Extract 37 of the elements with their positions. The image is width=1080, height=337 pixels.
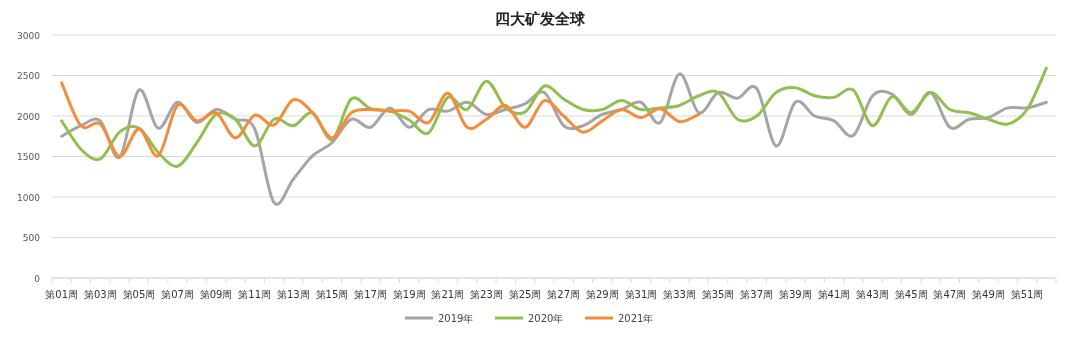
x-tick-label: 第23周 (470, 289, 503, 300)
y-tick-label: 2500 (17, 71, 41, 81)
x-tick-label: 第45周 (894, 289, 928, 300)
legend-label: 2021年 (618, 312, 654, 324)
y-tick-label: 2000 (17, 111, 41, 122)
x-tick-label: 第05周 (122, 289, 156, 300)
x-tick-label: 第39周 (778, 289, 812, 300)
x-tick-label: 第27周 (547, 289, 581, 300)
x-tick-label: 第07周 (161, 289, 194, 300)
x-tick-label: 第01周 (45, 289, 79, 300)
y-tick-label: 1500 (17, 152, 41, 162)
x-tick-label: 第33周 (663, 289, 696, 300)
x-tick-label: 第19周 (392, 289, 426, 300)
x-tick-label: 第03周 (83, 289, 117, 300)
legend-label: 2020年 (528, 312, 564, 324)
x-tick-label: 第47周 (933, 289, 967, 300)
x-tick-label: 第35周 (701, 289, 735, 300)
x-tick-label: 第09周 (199, 289, 233, 300)
x-tick-label: 第43周 (856, 289, 889, 300)
y-tick-label: 0 (34, 273, 41, 284)
x-tick-label: 第11周 (238, 289, 272, 300)
x-tick-label: 第41周 (817, 289, 851, 300)
y-tick-label: 3000 (17, 30, 41, 41)
x-tick-label: 第15周 (315, 289, 349, 300)
x-tick-label: 第51周 (1010, 289, 1044, 300)
y-tick-label: 500 (22, 233, 41, 243)
legend-label: 2019年 (438, 312, 474, 324)
x-tick-label: 第29周 (585, 289, 619, 300)
x-tick-label: 第25周 (508, 289, 542, 300)
y-tick-label: 1000 (17, 192, 41, 203)
x-tick-label: 第17周 (354, 289, 387, 300)
x-tick-label: 第13周 (276, 289, 310, 300)
x-tick-label: 第31周 (624, 289, 658, 300)
x-tick-label: 第37周 (740, 289, 774, 300)
x-tick-label: 第49周 (972, 289, 1005, 300)
x-tick-label: 第21周 (431, 289, 465, 300)
chart-title: 四大矿发全球 (495, 10, 586, 28)
